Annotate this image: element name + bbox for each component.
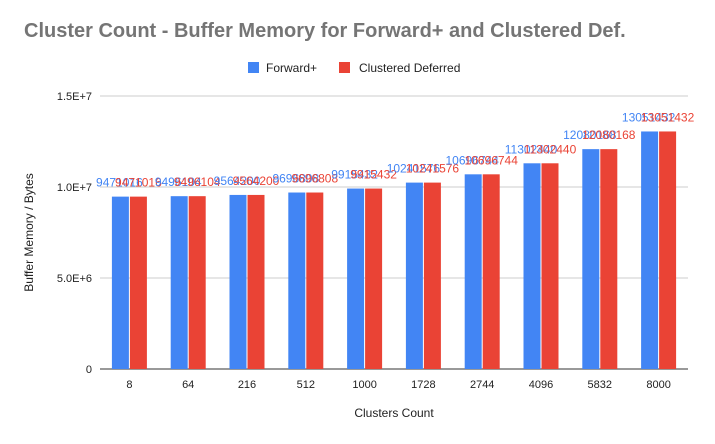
- bar: [347, 188, 365, 369]
- bar: [111, 196, 129, 369]
- x-tick-label: 512: [297, 379, 315, 391]
- data-label: 11302440: [524, 142, 577, 156]
- data-label: 9471016: [115, 176, 162, 190]
- bar: [365, 188, 383, 369]
- bar: [423, 182, 441, 369]
- x-tick-label: 1000: [352, 379, 376, 391]
- bar: [659, 131, 677, 369]
- x-tick-label: 64: [182, 379, 194, 391]
- y-tick-label: 1.0E+7: [57, 182, 92, 194]
- data-label: 9496104: [174, 175, 221, 189]
- data-label: 10241576: [406, 162, 460, 176]
- bar: [523, 163, 541, 369]
- x-tick-label: 2744: [470, 379, 494, 391]
- bar: [229, 194, 247, 369]
- data-label: 12080168: [563, 128, 617, 142]
- x-tick-label: 5832: [588, 379, 612, 391]
- data-label: 9696808: [272, 172, 319, 186]
- data-label: 11302440: [505, 142, 558, 156]
- bar: [482, 174, 500, 369]
- legend-label: Clustered Deferred: [359, 61, 460, 75]
- bar: [600, 149, 618, 369]
- chart-title: Cluster Count - Buffer Memory for Forwar…: [24, 20, 626, 42]
- data-label: 13051432: [641, 110, 695, 124]
- y-tick-label: 5.0E+6: [57, 273, 92, 285]
- data-label: 9471016: [96, 176, 143, 190]
- y-axis-title: Buffer Memory / Bytes: [22, 173, 36, 291]
- x-tick-label: 1728: [411, 379, 435, 391]
- y-tick-label: 1.5E+7: [57, 91, 92, 103]
- data-label: 9915432: [350, 168, 397, 182]
- x-tick-label: 4096: [529, 379, 553, 391]
- data-label: 12080168: [582, 128, 636, 142]
- bar: [405, 182, 423, 369]
- bar: [582, 149, 600, 369]
- data-label: 9564200: [233, 174, 280, 188]
- bar: [170, 196, 188, 369]
- x-tick-label: 8: [126, 379, 132, 391]
- legend-label: Forward+: [266, 61, 317, 75]
- bar: [464, 174, 482, 369]
- bar: [306, 192, 324, 369]
- data-label: 9915432: [331, 168, 378, 182]
- data-label: 10696744: [446, 153, 500, 167]
- y-tick-label: 0: [86, 364, 92, 376]
- bar: [288, 192, 306, 369]
- x-tick-label: 8000: [646, 379, 670, 391]
- data-label: 10241576: [387, 162, 441, 176]
- legend-swatch-clustered-deferred: [339, 62, 350, 73]
- x-tick-label: 216: [238, 379, 256, 391]
- x-axis-title: Clusters Count: [354, 406, 434, 420]
- bar: [541, 163, 559, 369]
- bar: [641, 131, 659, 369]
- legend-swatch-forward-plus: [248, 62, 259, 73]
- data-label: 9564200: [214, 174, 261, 188]
- data-label: 10696744: [465, 153, 519, 167]
- bar: [247, 194, 265, 369]
- data-label: 9696808: [291, 172, 338, 186]
- data-label: 9496104: [155, 175, 202, 189]
- data-label: 13051432: [622, 110, 676, 124]
- bar: [188, 196, 206, 369]
- bar: [129, 196, 147, 369]
